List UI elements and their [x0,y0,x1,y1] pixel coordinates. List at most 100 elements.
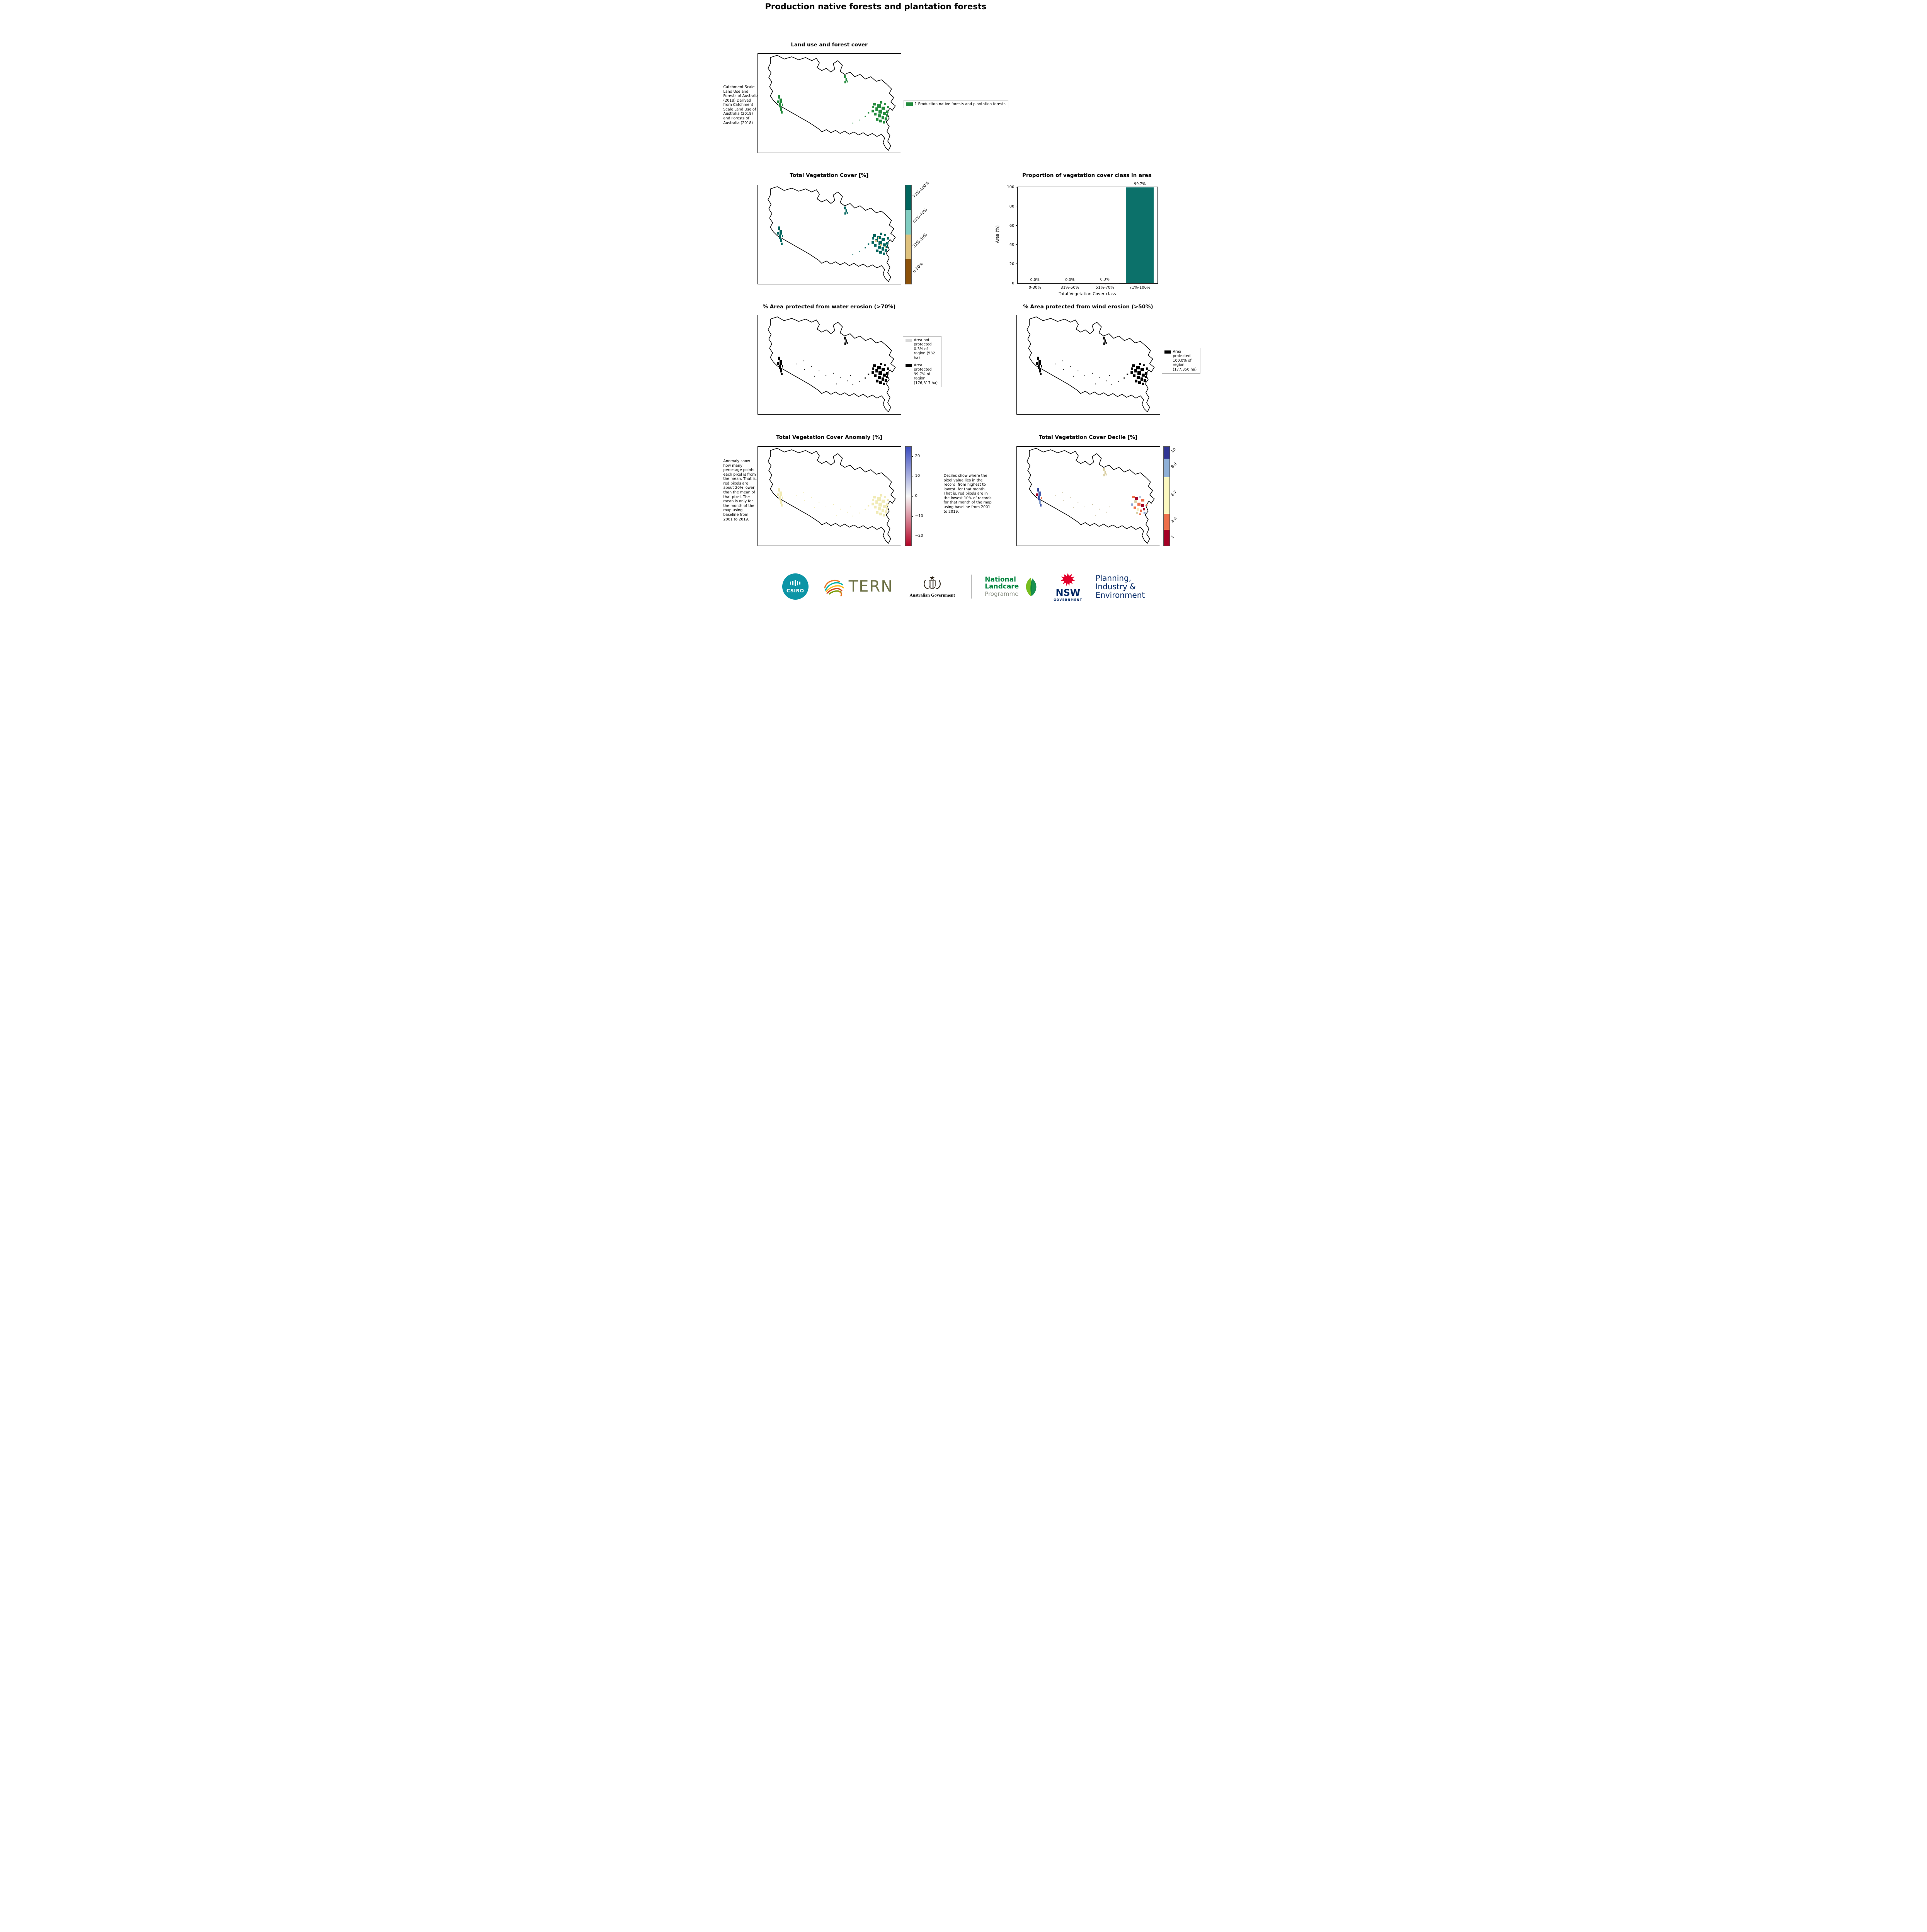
wind-erosion-legend: Area protected 100.0% of region (177,350… [1161,348,1200,374]
proportion-x-axis-label: Total Vegetation Cover class [1059,292,1116,296]
dpie-line3: Environment [1095,590,1145,600]
wind-protected-swatch [1164,350,1171,354]
decile-label-2-3: 2-3 [1170,516,1178,524]
tvc-colorbar-bar [905,185,912,284]
australian-coat-of-arms-icon [924,576,941,590]
tvc-colorbar-label-1: 71%-100% [912,181,930,199]
report-page: Production native forests and plantation… [722,0,1205,617]
landcare-line3: Programme [985,590,1019,597]
colorbar-tick-label: −20 [915,534,923,538]
nsw-government-label: GOVERNMENT [1054,598,1083,602]
anomaly-colorbar: 20 10 0 −10 −20 [905,446,940,546]
page-title: Production native forests and plantation… [765,2,987,11]
catchment-boundary [767,186,895,282]
legend-entry: Area protected 99.7% of region (176,817 … [905,363,939,385]
land-use-legend-swatch [906,102,913,106]
y-tick-label: 80 [1009,204,1015,209]
anomaly-map [757,446,901,546]
wind-erosion-map [1016,315,1160,415]
water-not-protected-swatch [905,339,912,342]
tern-label: TERN [848,578,894,596]
land-use-title: Land use and forest cover [791,42,868,48]
wind-protected-label: Area protected 100.0% of region (177,350… [1173,350,1197,372]
tvc-colorbar-seg-1 [905,185,911,210]
tvc-colorbar-label-2: 51%-70% [912,207,928,224]
colorbar-tick-label: 20 [915,454,920,458]
australian-government-logo: Australian Government [906,575,958,598]
land-use-map [757,53,901,153]
bar-value-label: 0.0% [1065,278,1075,282]
tvc-colorbar-label-3: 31%-50% [912,232,928,249]
landcare-leaf-icon [1026,578,1037,597]
land-use-legend-label: 1 Production native forests and plantati… [914,102,1006,106]
x-tick-label: 31%-50% [1061,286,1079,290]
colorbar-tick-label: −10 [915,514,923,518]
nsw-waratah-icon [1061,573,1075,586]
csiro-label: CSIRO [786,588,804,594]
planning-industry-environment-logo: Planning, Industry & Environment [1095,573,1145,600]
tvc-map [757,185,901,284]
y-tick-label: 0 [1012,281,1015,286]
decile-title: Total Vegetation Cover Decile [%] [1038,434,1138,440]
water-erosion-map [757,315,901,415]
tvc-colorbar-label-4: 0-30% [912,262,924,274]
proportion-bar-chart: 0 20 40 60 80 100 0.0% 0.0% 0.3% 99.7% 0… [1007,182,1158,290]
landcare-line1: National [985,575,1016,583]
tvc-colorbar-seg-3 [905,235,911,259]
tvc-title: Total Vegetation Cover [%] [790,172,869,179]
decile-map [1016,446,1160,546]
colorbar-tick-label: 0 [915,494,918,498]
nsw-government-logo: NSW GOVERNMENT [1054,572,1082,602]
landcare-line2: Landcare [985,583,1019,591]
decile-seg-4-7 [1163,477,1169,514]
y-tick-label: 20 [1009,262,1015,267]
decile-label-8-9: 8-9 [1170,462,1178,469]
bar-71-100 [1126,187,1154,283]
decile-seg-1 [1163,530,1169,546]
legend-entry: Area protected 100.0% of region (177,350… [1164,350,1198,372]
dpie-line1: Planning, [1095,573,1132,583]
water-protected-label: Area protected 99.7% of region (176,817 … [914,363,938,385]
csiro-logo: CSIRO [782,573,809,600]
catchment-boundary [767,55,895,151]
catchment-boundary [1026,448,1154,544]
catchment-boundary [1026,316,1154,412]
x-tick-label: 51%-70% [1095,286,1114,290]
tvc-colorbar: 71%-100% 51%-70% 31%-50% 0-30% [905,181,940,284]
catchment-boundary [767,448,895,544]
csiro-dots-icon [790,580,800,587]
colorbar-tick-mark [911,516,913,517]
wind-erosion-title: % Area protected from wind erosion (>50%… [1023,304,1153,310]
land-use-legend: 1 Production native forests and plantati… [903,100,1008,109]
decile-label-10: 10 [1170,447,1177,454]
x-tick-label: 0-30% [1028,286,1041,290]
y-tick-label: 60 [1009,223,1015,228]
water-erosion-legend: Area not protected 0.3% of region (532 h… [902,336,941,387]
decile-seg-8-9 [1163,458,1169,478]
tern-map-icon [824,580,844,597]
tern-logo: TERN [822,576,893,597]
decile-note: Deciles show where the pixel value lies … [943,474,992,514]
tvc-colorbar-seg-2 [905,210,911,235]
bar-value-label: 99.7% [1134,182,1146,186]
y-tick-label: 40 [1009,243,1015,247]
colorbar-tick-mark [911,456,913,457]
anomaly-title: Total Vegetation Cover Anomaly [%] [776,434,882,440]
catchment-boundary [767,316,895,412]
y-tick-mark [1015,244,1018,245]
proportion-y-axis-label: Area (%) [995,225,1000,243]
australian-government-label: Australian Government [909,593,955,598]
national-landcare-logo: National Landcare Programme [985,576,1040,597]
bar-value-label: 0.0% [1030,278,1040,282]
land-use-note: Catchment Scale Land Use and Forests of … [723,85,759,125]
y-tick-mark [1015,225,1018,226]
tvc-colorbar-seg-4 [905,259,911,284]
anomaly-note: Anomaly show how many percetage points e… [723,459,757,522]
colorbar-tick-label: 10 [915,474,920,478]
water-protected-swatch [905,364,912,367]
water-not-protected-label: Area not protected 0.3% of region (532 h… [914,338,935,360]
legend-entry: Area not protected 0.3% of region (532 h… [905,338,939,360]
nsw-label: NSW [1055,587,1081,598]
water-erosion-title: % Area protected from water erosion (>70… [763,304,896,310]
footer-logos: CSIRO TERN [723,572,1205,602]
